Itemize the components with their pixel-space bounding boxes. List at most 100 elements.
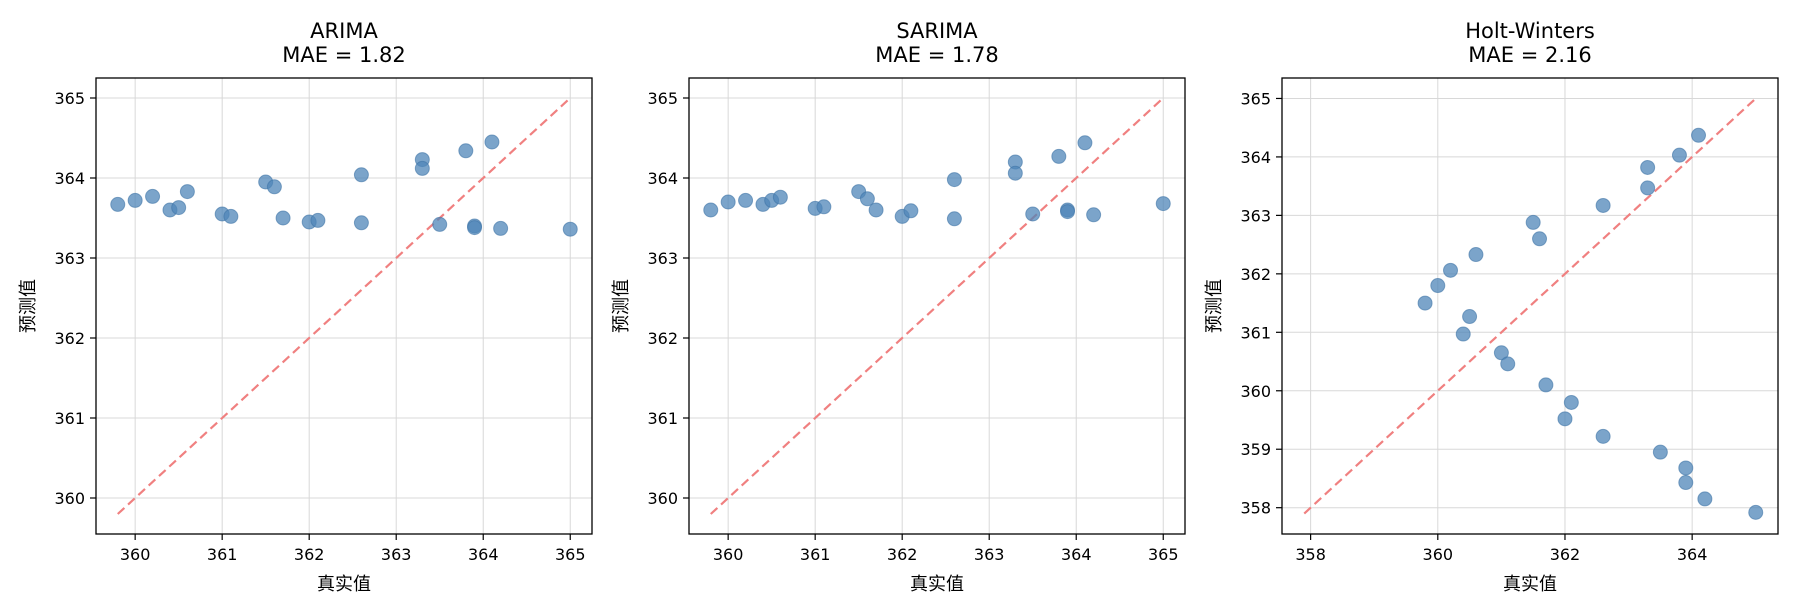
- x-tick-label: 361: [207, 545, 238, 564]
- chart-subtitle: MAE = 2.16: [1468, 43, 1591, 67]
- x-tick-label: 360: [120, 545, 151, 564]
- data-point: [1697, 491, 1713, 507]
- data-point: [868, 202, 884, 218]
- y-tick-label: 358: [1240, 499, 1271, 518]
- data-point: [1595, 197, 1611, 213]
- data-point: [703, 202, 719, 218]
- y-tick-label: 359: [1240, 440, 1271, 459]
- data-point: [1595, 428, 1611, 444]
- data-point: [1671, 147, 1687, 163]
- chart-subtitle: MAE = 1.78: [875, 43, 998, 67]
- data-point: [275, 210, 291, 226]
- axes-frame: [1281, 77, 1779, 535]
- data-point: [110, 196, 126, 212]
- data-point: [816, 199, 832, 215]
- data-point: [1640, 180, 1656, 196]
- y-tick-label: 360: [54, 489, 85, 508]
- y-tick-label: 362: [54, 329, 85, 348]
- data-point: [467, 220, 483, 236]
- data-point: [266, 179, 282, 195]
- y-tick-label: 361: [1240, 323, 1271, 342]
- y-tick-label: 362: [647, 329, 678, 348]
- x-tick-label: 364: [1061, 545, 1092, 564]
- y-tick-label: 360: [647, 489, 678, 508]
- data-point: [1025, 206, 1041, 222]
- data-point: [1538, 377, 1554, 393]
- data-point: [1060, 204, 1076, 220]
- x-axis-label: 真实值: [910, 574, 964, 595]
- y-tick-label: 365: [54, 89, 85, 108]
- data-point: [720, 194, 736, 210]
- y-axis-label: 预测值: [1204, 279, 1225, 333]
- data-point: [1051, 148, 1067, 164]
- chart-title: SARIMA: [896, 19, 978, 43]
- x-tick-label: 365: [1148, 545, 1179, 564]
- data-point: [1086, 207, 1102, 223]
- data-point: [179, 184, 195, 200]
- x-tick-label: 365: [555, 545, 586, 564]
- scatter-panel-1: 360 361 362 363 364 365 360 361 362 363 364 365 ARIM…: [18, 19, 593, 595]
- data-point: [1007, 165, 1023, 181]
- data-point: [1455, 326, 1471, 342]
- data-point: [1155, 196, 1171, 212]
- data-point: [145, 188, 161, 204]
- y-tick-label: 363: [1240, 206, 1271, 225]
- axes-frame: [95, 77, 593, 535]
- data-point: [1430, 278, 1446, 294]
- y-tick-label: 363: [647, 249, 678, 268]
- axes-frame: [688, 77, 1186, 535]
- data-point: [1462, 309, 1478, 325]
- x-axis-label: 真实值: [1503, 574, 1557, 595]
- data-point: [1557, 411, 1573, 427]
- x-axis-label: 真实值: [317, 574, 371, 595]
- data-point: [1468, 247, 1484, 263]
- data-point: [171, 200, 187, 216]
- x-tick-label: 361: [800, 545, 831, 564]
- data-point: [1443, 262, 1459, 278]
- reference-line: [1303, 97, 1757, 515]
- data-point: [414, 160, 430, 176]
- data-point: [484, 134, 500, 150]
- chart-title: ARIMA: [310, 19, 378, 43]
- data-point: [353, 167, 369, 183]
- y-axis-label: 预测值: [611, 279, 632, 333]
- x-tick-label: 364: [468, 545, 499, 564]
- scatter-panel-2: 360 361 362 363 364 365 360 361 362 363 364 365 SARI…: [611, 19, 1186, 595]
- y-tick-label: 361: [54, 409, 85, 428]
- x-tick-label: 362: [294, 545, 325, 564]
- data-point: [946, 211, 962, 227]
- data-point: [1678, 475, 1694, 491]
- y-tick-label: 361: [647, 409, 678, 428]
- y-tick-label: 364: [1240, 148, 1271, 167]
- data-point: [946, 172, 962, 188]
- chart-title: Holt-Winters: [1465, 19, 1595, 43]
- data-point: [562, 221, 578, 237]
- data-point: [432, 216, 448, 232]
- data-point: [1417, 295, 1433, 311]
- data-point: [223, 208, 239, 224]
- data-point: [1563, 394, 1579, 410]
- reference-line: [117, 97, 571, 515]
- data-point: [772, 189, 788, 205]
- data-point: [1652, 444, 1668, 460]
- data-point: [903, 203, 919, 219]
- data-point: [859, 191, 875, 207]
- scatter-panel-3: 358 360 362 364 358 359 360 361 362 363 364 365 Holt…: [1204, 19, 1779, 595]
- data-point: [1077, 135, 1093, 151]
- data-point: [1748, 504, 1764, 520]
- y-tick-label: 362: [1240, 265, 1271, 284]
- data-point: [127, 192, 143, 208]
- x-tick-label: 358: [1295, 545, 1326, 564]
- data-point: [738, 192, 754, 208]
- x-tick-label: 363: [974, 545, 1005, 564]
- chart-subtitle: MAE = 1.82: [282, 43, 405, 67]
- data-point: [458, 143, 474, 159]
- data-point: [1640, 159, 1656, 175]
- x-tick-label: 362: [887, 545, 918, 564]
- data-point: [1678, 460, 1694, 476]
- x-tick-label: 360: [1423, 545, 1454, 564]
- data-point: [1525, 214, 1541, 230]
- reference-line: [710, 97, 1164, 515]
- data-point: [310, 212, 326, 228]
